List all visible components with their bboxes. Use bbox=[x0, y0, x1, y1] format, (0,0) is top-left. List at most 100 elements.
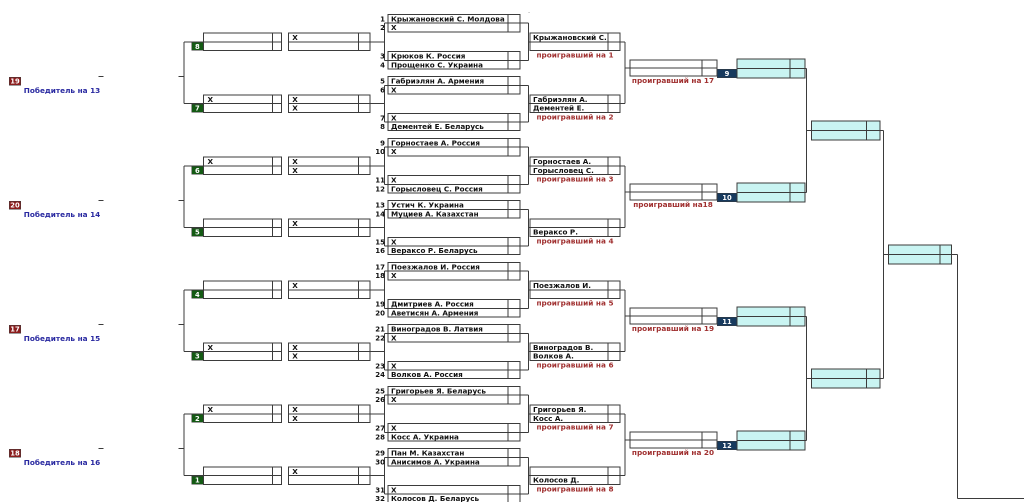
repechage-bye-mark: X bbox=[208, 95, 214, 104]
green-match-number: 7 bbox=[195, 105, 200, 113]
player-name: Устич К. Украина bbox=[391, 201, 464, 210]
green-match-number-badge bbox=[191, 227, 204, 237]
green-match-number-badge bbox=[191, 475, 204, 485]
player-number: 6 bbox=[380, 86, 385, 94]
match-winner-name: Поезжалов И. bbox=[533, 281, 591, 290]
player-number: 28 bbox=[375, 433, 385, 441]
repechage-bye-mark: X bbox=[292, 166, 298, 175]
blue-match-number: 10 bbox=[722, 194, 732, 202]
player-name: X bbox=[391, 237, 397, 246]
loser-destination-label: проигравший на 5 bbox=[536, 299, 613, 308]
stray-mark: - bbox=[528, 9, 530, 16]
winner-destination-label: Победитель на 15 bbox=[24, 334, 101, 343]
loser-destination-label: проигравший на 7 bbox=[536, 423, 613, 432]
red-final-number-badge bbox=[9, 200, 21, 210]
match-winner-name: Виноградов В. bbox=[533, 343, 593, 352]
blue-match-number-badge bbox=[716, 192, 738, 202]
green-match-number-badge bbox=[191, 103, 204, 113]
match-winner-name: Волков А. bbox=[533, 352, 574, 361]
match-winner-name: Дементей Е. bbox=[533, 104, 584, 113]
player-name: Пан М. Казахстан bbox=[391, 449, 464, 458]
red-final-number-badge bbox=[9, 324, 21, 334]
player-number: 13 bbox=[375, 202, 385, 210]
player-name: Муциев А. Казахстан bbox=[391, 209, 479, 218]
loser-destination-label: проигравший на 19 bbox=[632, 324, 714, 333]
player-number: 26 bbox=[375, 396, 385, 404]
player-number: 12 bbox=[375, 185, 385, 193]
player-name: Аветисян А. Армения bbox=[391, 308, 479, 317]
blue-match-number-badge bbox=[716, 68, 738, 78]
player-name: X bbox=[391, 113, 397, 122]
player-name: Крыжановский С. Молдова bbox=[391, 15, 505, 24]
player-name: Дмитриев А. Россия bbox=[391, 300, 474, 309]
player-number: 25 bbox=[375, 388, 385, 396]
player-name: Анисимов А. Украина bbox=[391, 457, 480, 466]
player-name: Габриэлян А. Армения bbox=[391, 77, 484, 86]
repechage-bye-mark: X bbox=[208, 157, 214, 166]
repechage-bye-mark: X bbox=[292, 33, 298, 42]
player-name: Крюков К. Россия bbox=[391, 52, 466, 61]
green-match-number: 4 bbox=[195, 291, 200, 299]
player-name: Прощенко С. Украина bbox=[391, 60, 483, 69]
player-name: Колосов Д. Беларусь bbox=[391, 494, 479, 502]
repechage-bye-mark: X bbox=[292, 104, 298, 113]
player-number: 31 bbox=[375, 486, 385, 494]
player-number: 32 bbox=[375, 495, 385, 502]
player-name: Виноградов В. Латвия bbox=[391, 325, 483, 334]
player-name: Вераксо Р. Беларусь bbox=[391, 246, 478, 255]
green-match-number: 5 bbox=[195, 229, 200, 237]
player-name: X bbox=[391, 361, 397, 370]
red-final-number: 20 bbox=[10, 202, 20, 210]
player-number: 2 bbox=[380, 24, 385, 32]
player-number: 11 bbox=[375, 177, 385, 185]
player-number: 18 bbox=[375, 272, 385, 280]
player-name: X bbox=[391, 176, 397, 185]
loser-destination-label: проигравший на 1 bbox=[536, 51, 613, 60]
player-name: X bbox=[391, 395, 397, 404]
repechage-bye-mark: X bbox=[292, 414, 298, 423]
green-match-number-badge bbox=[191, 351, 204, 361]
loser-destination-label: проигравший на18 bbox=[633, 200, 713, 209]
player-name: X bbox=[391, 485, 397, 494]
match-winner-name: Косс А. bbox=[533, 414, 563, 423]
player-name: Поезжалов И. Россия bbox=[391, 263, 480, 272]
loser-destination-label: проигравший на 2 bbox=[536, 112, 613, 121]
green-match-number-badge bbox=[191, 165, 204, 175]
green-match-number: 1 bbox=[195, 477, 200, 485]
match-winner-name: Горностаев А. bbox=[533, 157, 591, 166]
green-match-number: 2 bbox=[195, 415, 200, 423]
match-winner-name: Крыжановский С. bbox=[533, 33, 607, 42]
player-number: 23 bbox=[375, 362, 385, 370]
player-number: 7 bbox=[380, 114, 385, 122]
winner-destination-label: Победитель на 14 bbox=[24, 210, 101, 219]
match-winner-name: Габриэлян А. bbox=[533, 95, 588, 104]
red-final-number-badge bbox=[9, 76, 21, 86]
green-match-number: 8 bbox=[195, 43, 200, 51]
player-name: X bbox=[391, 147, 397, 156]
match-winner-name: Григорьев Я. bbox=[533, 405, 586, 414]
player-name: Григорьев Я. Беларусь bbox=[391, 387, 486, 396]
loser-destination-label: проигравший на 4 bbox=[536, 236, 613, 245]
repechage-bye-mark: X bbox=[292, 405, 298, 414]
player-name: X bbox=[391, 424, 397, 433]
player-number: 21 bbox=[375, 326, 385, 334]
repechage-bye-mark: X bbox=[208, 405, 214, 414]
match-winner-name: Колосов Д. bbox=[533, 476, 579, 485]
repechage-bye-mark: X bbox=[208, 343, 214, 352]
repechage-bye-mark: X bbox=[292, 467, 298, 476]
match-winner-name: Вераксо Р. bbox=[533, 228, 578, 237]
repechage-bye-mark: X bbox=[292, 343, 298, 352]
blue-match-number: 12 bbox=[722, 442, 732, 450]
green-match-number-badge bbox=[191, 41, 204, 51]
player-name: Косс А. Украина bbox=[391, 432, 459, 441]
player-number: 5 bbox=[380, 78, 385, 86]
blue-match-number: 9 bbox=[725, 70, 730, 78]
match-winner-name: Горысловец С. bbox=[533, 166, 594, 175]
loser-destination-label: проигравший на 8 bbox=[536, 484, 613, 493]
winner-destination-label: Победитель на 13 bbox=[24, 86, 101, 95]
player-name: X bbox=[391, 271, 397, 280]
player-number: 16 bbox=[375, 247, 385, 255]
player-number: 8 bbox=[380, 123, 385, 131]
green-match-number-badge bbox=[191, 413, 204, 423]
player-name: X bbox=[391, 23, 397, 32]
